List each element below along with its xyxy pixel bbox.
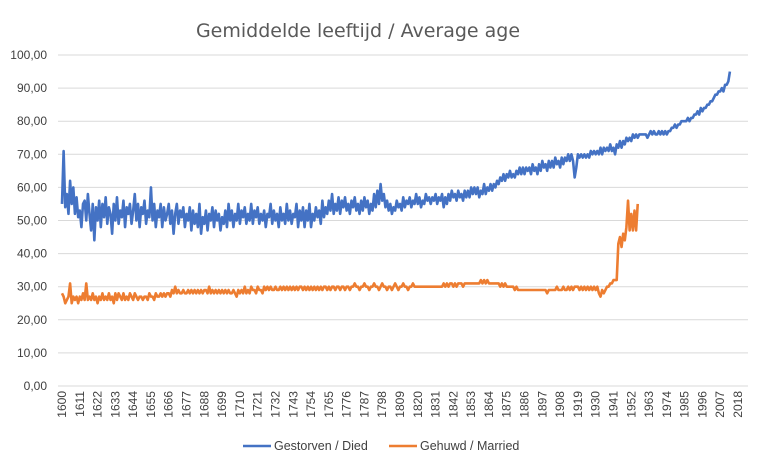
- y-tick-label: 100,00: [10, 48, 47, 62]
- legend: Gestorven / Died Gehuwd / Married: [243, 439, 519, 453]
- x-tick-label: 1666: [162, 391, 176, 418]
- x-tick-label: 1809: [393, 391, 407, 418]
- x-tick-label: 1842: [446, 391, 460, 418]
- y-tick-label: 90,00: [17, 81, 47, 95]
- x-tick-label: 1798: [375, 391, 389, 418]
- x-tick-label: 1776: [340, 391, 354, 418]
- legend-item-died: Gestorven / Died: [243, 439, 368, 453]
- x-tick-label: 1600: [55, 391, 69, 418]
- x-tick-label: 1974: [660, 391, 674, 418]
- x-tick-label: 1743: [286, 391, 300, 418]
- x-tick-label: 1611: [73, 391, 87, 417]
- x-tick-label: 1941: [606, 391, 620, 418]
- x-tick-label: 1732: [268, 391, 282, 418]
- x-tick-label: 1644: [126, 391, 140, 418]
- y-tick-label: 10,00: [17, 346, 47, 360]
- y-tick-label: 60,00: [17, 180, 47, 194]
- x-tick-label: 1787: [357, 391, 371, 418]
- x-tick-label: 1765: [322, 391, 336, 418]
- x-tick-label: 1864: [482, 391, 496, 418]
- x-tick-label: 1655: [144, 391, 158, 418]
- x-tick-label: 1963: [642, 391, 656, 418]
- y-tick-label: 80,00: [17, 114, 47, 128]
- x-tick-label: 2018: [731, 391, 745, 418]
- x-tick-label: 1622: [91, 391, 105, 418]
- chart-title: Gemiddelde leeftijd / Average age: [196, 20, 520, 42]
- x-axis-tick-labels: 1600 1611 1622 1633 1644 1655 1666 1677 1688 1699…: [55, 391, 745, 418]
- x-tick-label: 1820: [411, 391, 425, 418]
- legend-item-married: Gehuwd / Married: [389, 439, 519, 453]
- legend-label: Gestorven / Died: [274, 439, 368, 453]
- x-tick-label: 1908: [553, 391, 567, 418]
- y-tick-label: 20,00: [17, 313, 47, 327]
- y-tick-label: 70,00: [17, 147, 47, 161]
- x-tick-label: 1897: [535, 391, 549, 418]
- x-tick-label: 1699: [215, 391, 229, 418]
- y-axis-tick-labels: 0,00 10,00 20,00 30,00 40,00 50,00 60,00 70,00 8…: [10, 48, 47, 393]
- x-tick-label: 1886: [518, 391, 532, 418]
- x-tick-label: 1996: [695, 391, 709, 418]
- x-tick-label: 1677: [180, 391, 194, 418]
- series-line-died: [60, 71, 732, 242]
- series-line-married: [60, 199, 640, 305]
- series-lines: [60, 71, 732, 305]
- x-tick-label: 2007: [713, 391, 727, 418]
- x-tick-label: 1930: [589, 391, 603, 418]
- legend-label: Gehuwd / Married: [420, 439, 519, 453]
- x-tick-label: 1754: [304, 391, 318, 418]
- y-tick-label: 0,00: [24, 379, 48, 393]
- x-tick-label: 1633: [108, 391, 122, 418]
- x-tick-label: 1831: [429, 391, 443, 418]
- x-tick-label: 1919: [571, 391, 585, 418]
- x-tick-label: 1721: [251, 391, 265, 418]
- x-tick-label: 1952: [624, 391, 638, 418]
- x-tick-label: 1688: [197, 391, 211, 418]
- y-tick-label: 40,00: [17, 247, 47, 261]
- x-tick-label: 1985: [678, 391, 692, 418]
- y-tick-label: 50,00: [17, 214, 47, 228]
- x-tick-label: 1710: [233, 391, 247, 418]
- x-tick-label: 1875: [500, 391, 514, 418]
- x-tick-label: 1853: [464, 391, 478, 418]
- y-tick-label: 30,00: [17, 280, 47, 294]
